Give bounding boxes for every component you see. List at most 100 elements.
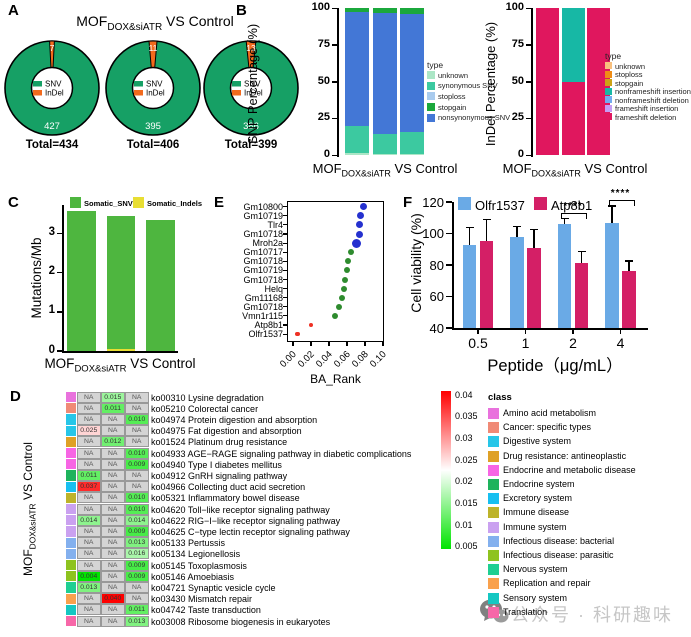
f-tick-mark <box>446 295 452 298</box>
f-tick-label: 120 <box>422 194 444 210</box>
indel-chart-legend-label: nonframeshift deletion <box>615 95 689 105</box>
d-pathway-label: ko05133 Pertussis <box>151 538 226 549</box>
d-class-legend-label: Nervous system <box>503 564 568 575</box>
f-legend-swatch <box>534 197 547 210</box>
e-data-point <box>344 267 350 274</box>
snv-count: 386 <box>243 121 259 132</box>
d-class-legend-swatch <box>488 507 499 519</box>
d-heatmap-cell: NA <box>125 391 149 403</box>
d-heatmap-cell: NA <box>101 570 125 582</box>
d-class-swatch <box>66 593 76 604</box>
e-y-tick <box>283 324 287 326</box>
d-scale-tick-label: 0.02 <box>455 476 473 487</box>
f-legend-swatch <box>458 197 471 210</box>
e-plot-box <box>287 201 384 342</box>
snp-chart-tick-mark <box>332 154 337 156</box>
indel-slice <box>148 40 158 89</box>
f-sig-bracket <box>561 212 587 219</box>
d-heatmap-cell: 0.015 <box>101 391 125 403</box>
d-scale-tick-label: 0.04 <box>455 389 473 400</box>
d-heatmap-cell: 0.016 <box>125 548 149 560</box>
c-x-axis-label: MOFDOX&siATR VS Control <box>35 356 205 375</box>
d-class-legend-label: Infectious disease: parasitic <box>503 550 614 560</box>
indel-chart-y-axis <box>531 8 533 157</box>
d-pathway-label: ko04625 C−type lectin receptor signaling… <box>151 526 350 537</box>
d-class-swatch <box>66 481 76 492</box>
e-gene-label: Gm10717 <box>243 247 283 258</box>
d-class-swatch <box>66 436 76 447</box>
e-gene-label: Gm10718 <box>243 256 283 267</box>
f-bar <box>605 223 619 328</box>
f-error-cap <box>530 228 538 231</box>
d-heatmap-cell: NA <box>77 548 101 560</box>
d-pathway-label: ko04974 Protein digestion and absorption <box>151 414 318 425</box>
d-pathway-label: ko04622 RIG−I−like receptor signaling pa… <box>151 515 341 526</box>
d-heatmap-cell: NA <box>77 615 101 627</box>
e-data-point <box>338 294 345 301</box>
d-heatmap-cell: NA <box>77 436 101 448</box>
d-heatmap-cell: 0.010 <box>125 447 149 459</box>
group-label-part: DOX&siATR <box>27 503 38 550</box>
group-label-part: VS Control <box>162 13 234 29</box>
d-class-legend-label: Drug resistance: antineoplastic <box>503 450 627 461</box>
d-pathway-label: ko03430 Mismatch repair <box>151 594 253 605</box>
d-heatmap-cell: NA <box>77 559 101 571</box>
c-bar-segment <box>67 210 96 351</box>
d-class-swatch <box>66 448 76 459</box>
d-heatmap-cell: NA <box>125 581 149 594</box>
snp-chart-legend-label: stopgain <box>438 102 467 112</box>
d-heatmap-cell: NA <box>125 481 149 493</box>
d-class-swatch <box>66 504 76 515</box>
c-tick-mark <box>57 232 62 235</box>
f-x-tick <box>619 330 622 334</box>
e-y-tick <box>283 278 287 281</box>
d-class-swatch <box>66 470 76 481</box>
d-class-swatch <box>66 459 76 470</box>
d-class-legend-swatch <box>488 479 499 490</box>
d-class-swatch <box>66 537 76 548</box>
f-error-line <box>485 219 488 242</box>
d-heatmap-cell: NA <box>101 548 125 560</box>
e-y-tick <box>283 251 287 253</box>
c-legend-label: Somatic_SNVs <box>84 199 137 208</box>
d-heatmap-cell: 0.004 <box>77 570 101 582</box>
e-y-tick <box>283 288 287 290</box>
snp-chart-bar-segment <box>400 13 424 133</box>
indel-chart-legend-swatch <box>605 104 612 112</box>
e-x-axis-label: BA_Rank <box>310 372 361 386</box>
e-data-point <box>308 322 314 328</box>
d-pathway-label: ko04933 AGE−RAGE signaling pathway in di… <box>151 448 412 459</box>
snp-chart-tick-label: 25 <box>317 111 330 124</box>
d-heatmap-cell: 0.013 <box>125 537 149 549</box>
group-label-part: DOX&siATR <box>74 363 127 375</box>
c-legend-swatch <box>70 197 81 208</box>
d-heatmap-cell: NA <box>125 593 149 605</box>
f-x-tick <box>572 330 574 334</box>
snv-count: 395 <box>145 121 161 132</box>
e-y-tick <box>283 333 287 335</box>
e-y-tick <box>283 306 287 308</box>
d-class-legend-label: Cancer: specific types <box>503 422 592 433</box>
d-pathway-label: ko05145 Toxoplasmosis <box>151 560 247 571</box>
d-heatmap-cell: NA <box>101 525 125 538</box>
f-error-line <box>580 251 583 264</box>
f-x-tick-label: 4 <box>616 335 625 351</box>
e-gene-label: Mroh2a <box>252 238 283 249</box>
f-error-line <box>611 205 613 224</box>
snp-chart-tick-mark <box>332 44 337 46</box>
d-pathway-label: ko04975 Fat digestion and absorption <box>151 426 302 437</box>
indel-chart-legend-label: frameshift deletion <box>615 112 677 122</box>
d-heatmap-cell: NA <box>101 514 125 526</box>
d-class-legend-swatch <box>488 521 499 533</box>
group-label-part: MOF <box>21 549 35 576</box>
d-class-legend-swatch <box>488 578 499 590</box>
snp-chart-tick-mark <box>332 117 337 120</box>
f-tick-mark <box>446 201 452 203</box>
d-class-legend-swatch <box>488 550 499 561</box>
indel-slice <box>49 40 55 89</box>
e-gene-label: Gm10719 <box>243 265 283 276</box>
e-gene-label: Gm10800 <box>243 201 283 212</box>
